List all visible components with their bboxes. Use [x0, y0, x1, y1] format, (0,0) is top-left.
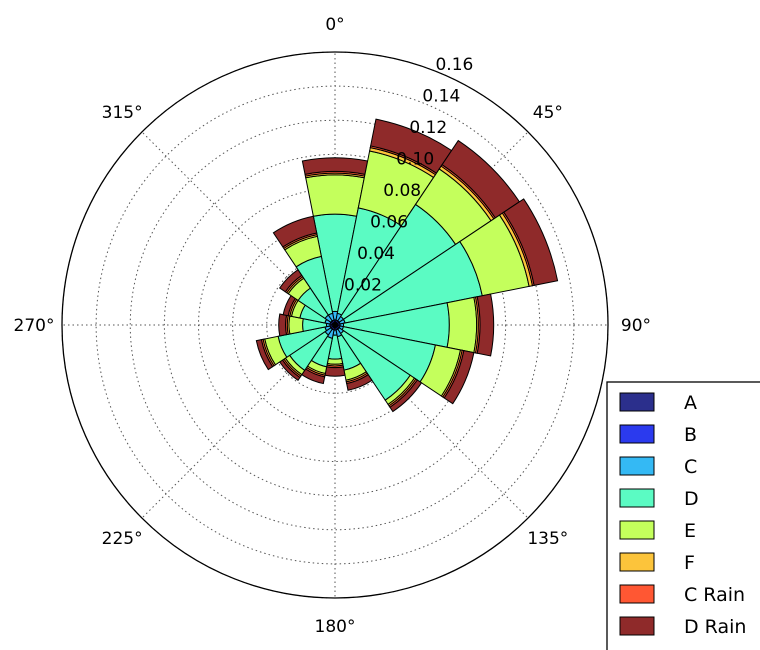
r-tick-label: 0.08	[383, 181, 421, 201]
r-tick-label: 0.12	[409, 118, 447, 138]
r-tick-label: 0.10	[396, 149, 434, 169]
theta-tick-label: 225°	[102, 529, 143, 549]
legend-swatch	[619, 456, 655, 476]
legend-swatch	[619, 392, 655, 412]
legend-swatch	[619, 520, 655, 540]
legend-label: F	[684, 552, 695, 574]
legend-swatch	[619, 584, 655, 604]
legend-swatch	[619, 552, 655, 572]
bar-segment-d-rain	[255, 339, 274, 371]
legend-swatch	[619, 424, 655, 444]
legend-box	[606, 381, 760, 650]
r-tick-label: 0.02	[344, 275, 382, 295]
theta-tick-label: 315°	[102, 103, 143, 123]
legend-label: B	[684, 424, 697, 446]
legend-label: E	[684, 520, 696, 542]
bar-segment-e	[305, 174, 365, 217]
theta-tick-label: 135°	[527, 529, 568, 549]
bar-segment-d-rain	[346, 373, 373, 391]
bar-segment-d-rain	[389, 379, 423, 413]
r-tick-label: 0.06	[370, 212, 408, 232]
legend-swatch	[619, 616, 655, 636]
bar-segment-e	[446, 296, 478, 354]
legend-label: C	[684, 456, 697, 478]
angular-tick-labels: 0° 45° 90° 135° 180° 225° 270° 315°	[14, 15, 652, 637]
r-tick-label: 0.14	[422, 86, 460, 106]
r-grid-circle	[163, 153, 507, 497]
legend-label: D	[684, 488, 699, 510]
theta-tick-label: 0°	[325, 15, 344, 35]
legend-label: C Rain	[684, 584, 745, 606]
r-tick-label: 0.16	[435, 55, 473, 75]
bar-segment-d-rain	[503, 198, 559, 286]
stacked-bars	[255, 118, 559, 413]
theta-tick-label: 270°	[14, 316, 55, 336]
r-grid-circle	[129, 119, 541, 531]
theta-tick-label: 180°	[315, 617, 356, 637]
theta-tick-label: 90°	[621, 316, 651, 336]
bar-segment-d-rain	[278, 313, 288, 337]
r-tick-label: 0.04	[357, 244, 395, 264]
bar-segment-d-rain	[272, 215, 318, 248]
legend-label: D Rain	[684, 616, 746, 638]
bar-segment-d-rain	[443, 350, 475, 405]
polar-frame	[61, 51, 609, 599]
radial-tick-labels: 0.02 0.04 0.06 0.08 0.10 0.12 0.14 0.16	[344, 55, 473, 296]
bar-segment-d-rain	[324, 366, 346, 377]
legend-label: A	[684, 392, 697, 414]
theta-tick-label: 45°	[533, 103, 563, 123]
bar-segment-d-rain	[476, 293, 495, 357]
legend-swatch	[619, 488, 655, 508]
bar-segment-d-rain	[301, 157, 369, 175]
